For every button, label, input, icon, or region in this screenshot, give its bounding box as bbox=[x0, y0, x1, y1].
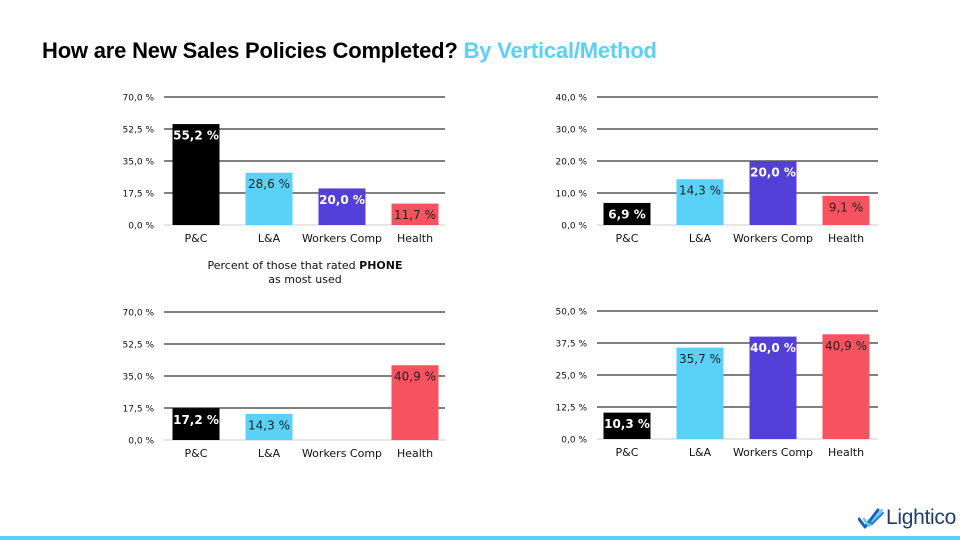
y-tick-label: 0,0 % bbox=[128, 222, 154, 232]
y-tick-label: 0,0 % bbox=[128, 437, 154, 447]
data-label-box bbox=[604, 203, 650, 224]
data-label-box bbox=[750, 162, 796, 182]
category-label: Health bbox=[828, 446, 864, 459]
y-tick-label: 17,5 % bbox=[123, 190, 155, 200]
category-label: Workers Comp bbox=[733, 446, 813, 459]
data-label-box bbox=[677, 348, 723, 369]
data-label: 40,9 % bbox=[394, 370, 436, 384]
data-label: 17,2 % bbox=[173, 413, 219, 427]
caption-bold: PHONE bbox=[359, 259, 403, 272]
data-label-box bbox=[604, 413, 650, 434]
data-label: 28,6 % bbox=[248, 177, 290, 191]
category-label: Health bbox=[397, 232, 433, 245]
chart-pc-la-wc-health-top-left: 0,0 % 17,5 % 35,0 % 52,5 % 70,0 % 55,2 % P&C 28… bbox=[123, 94, 445, 245]
lightico-logo: Lightico bbox=[858, 505, 956, 531]
data-label-box bbox=[677, 180, 723, 201]
category-label: Workers Comp bbox=[733, 232, 813, 245]
y-tick-label: 0,0 % bbox=[561, 436, 587, 446]
y-tick-label: 35,0 % bbox=[123, 373, 155, 383]
chart-pc-la-wc-health-bottom-left: 0,0 % 17,5 % 35,0 % 52,5 % 70,0 % 17,2 % P&C 14… bbox=[123, 309, 445, 460]
y-tick-label: 37,5 % bbox=[556, 340, 588, 350]
category-label: L&A bbox=[258, 232, 281, 245]
y-tick-label: 50,0 % bbox=[556, 308, 588, 318]
y-tick-label: 52,5 % bbox=[123, 341, 155, 351]
caption-line2: as most used bbox=[268, 273, 342, 286]
y-tick-label: 40,0 % bbox=[556, 94, 588, 104]
logo-text: Lightico bbox=[886, 506, 956, 529]
y-tick-label: 30,0 % bbox=[556, 126, 588, 136]
data-label: 9,1 % bbox=[829, 200, 863, 214]
chart-caption: Percent of those that rated PHONE as mos… bbox=[150, 259, 460, 287]
data-label-box bbox=[823, 335, 869, 356]
data-label: 10,3 % bbox=[604, 417, 650, 431]
caption-prefix: Percent of those that rated bbox=[207, 259, 360, 272]
category-label: Health bbox=[397, 447, 433, 460]
category-label: P&C bbox=[616, 446, 639, 459]
category-label: L&A bbox=[689, 232, 712, 245]
data-label-box bbox=[173, 125, 219, 146]
data-label-box bbox=[246, 173, 292, 194]
title-main: How are New Sales Policies Completed? bbox=[42, 38, 458, 63]
category-label: Workers Comp bbox=[302, 447, 382, 460]
y-tick-label: 35,0 % bbox=[123, 158, 155, 168]
data-label-box bbox=[392, 366, 438, 387]
category-label: Workers Comp bbox=[302, 232, 382, 245]
category-label: P&C bbox=[185, 447, 208, 460]
data-label: 6,9 % bbox=[608, 207, 645, 221]
data-label: 40,0 % bbox=[750, 341, 796, 355]
chart-pc-la-wc-health-top-right: 0,0 % 10,0 % 20,0 % 30,0 % 40,0 % 6,9 % P&C 14,… bbox=[556, 94, 878, 245]
y-tick-label: 20,0 % bbox=[556, 158, 588, 168]
y-tick-label: 17,5 % bbox=[123, 405, 155, 415]
category-label: L&A bbox=[258, 447, 281, 460]
data-label-box bbox=[246, 414, 292, 435]
y-tick-label: 52,5 % bbox=[123, 126, 155, 136]
data-label: 20,0 % bbox=[750, 166, 796, 180]
data-label: 40,9 % bbox=[825, 339, 867, 353]
data-label: 11,7 % bbox=[394, 208, 436, 222]
category-label: L&A bbox=[689, 446, 712, 459]
data-label-box bbox=[750, 337, 796, 358]
y-tick-label: 12,5 % bbox=[556, 404, 588, 414]
data-label-box bbox=[392, 204, 438, 225]
category-label: P&C bbox=[185, 232, 208, 245]
title-accent: By Vertical/Method bbox=[463, 38, 657, 63]
chart-pc-la-wc-health-bottom-right: 0,0 % 12,5 % 25,0 % 37,5 % 50,0 % 10,3 % P&C 35… bbox=[556, 308, 878, 459]
data-label-box bbox=[173, 409, 219, 430]
y-tick-label: 70,0 % bbox=[123, 309, 155, 319]
data-label: 35,7 % bbox=[679, 352, 721, 366]
y-tick-label: 25,0 % bbox=[556, 372, 588, 382]
bottom-accent-bar bbox=[0, 536, 960, 540]
data-label-box bbox=[319, 189, 365, 210]
lightico-check-icon bbox=[858, 508, 884, 529]
category-label: Health bbox=[828, 232, 864, 245]
data-label-box bbox=[823, 196, 869, 217]
data-label: 55,2 % bbox=[173, 129, 219, 143]
category-label: P&C bbox=[616, 232, 639, 245]
y-tick-label: 70,0 % bbox=[123, 94, 155, 104]
y-tick-label: 10,0 % bbox=[556, 190, 588, 200]
page-title: How are New Sales Policies Completed? By… bbox=[42, 38, 657, 64]
data-label: 14,3 % bbox=[248, 418, 290, 432]
y-tick-label: 0,0 % bbox=[561, 222, 587, 232]
data-label: 20,0 % bbox=[319, 193, 365, 207]
data-label: 14,3 % bbox=[679, 184, 721, 198]
